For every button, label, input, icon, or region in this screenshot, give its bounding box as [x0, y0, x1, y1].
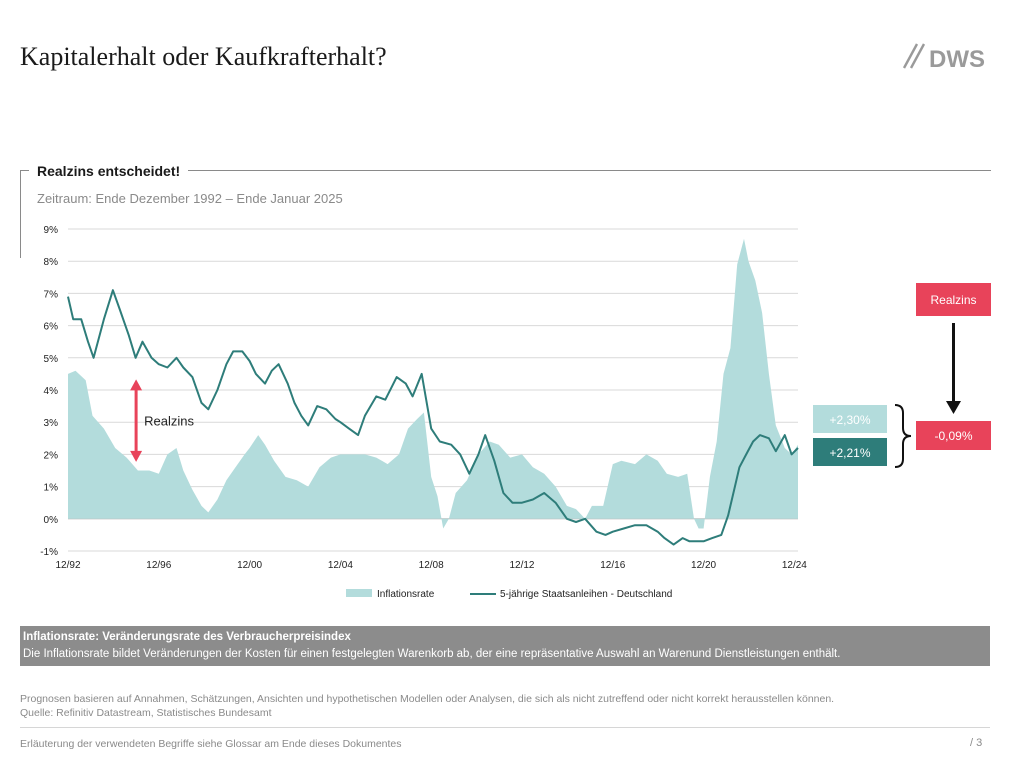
logo-text: DWS — [929, 46, 985, 72]
chart: -1% 0% 1% 2% 3% 4% 5% 6% 7% 8% 9% 12/92 12/96 12/00 12… — [40, 225, 991, 600]
brace — [894, 404, 912, 468]
y-tick-label: 1% — [44, 483, 59, 494]
legend-swatch-inflation — [346, 589, 372, 597]
inflation-value: +2,30% — [829, 413, 870, 427]
x-tick-label: 12/12 — [509, 560, 534, 571]
footer-rule — [20, 727, 990, 728]
section-title: Realzins entscheidet! — [37, 163, 181, 179]
realzins-box — [916, 283, 991, 316]
x-tick-label: 12/20 — [691, 560, 716, 571]
x-tick-label: 12/00 — [237, 560, 262, 571]
x-tick-label: 12/92 — [55, 560, 80, 571]
section-rule — [188, 170, 991, 171]
realzins-down-arrow-head — [946, 401, 961, 414]
inflation-value-box — [813, 405, 887, 433]
page-title: Kapitalerhalt oder Kaufkrafterhalt? — [20, 42, 387, 71]
y-tick-label: 6% — [44, 322, 59, 333]
realzins-result-value: -0,09% — [934, 429, 972, 443]
x-tick-label: 12/96 — [146, 560, 171, 571]
realzins-label: Realzins — [144, 414, 194, 429]
legend-label-inflation: Inflationsrate — [377, 589, 435, 600]
y-tick-label: 5% — [44, 354, 59, 365]
definition-box: Inflationsrate: Veränderungsrate des Ver… — [20, 626, 990, 666]
realzins-arrow-head-down — [130, 450, 143, 462]
x-tick-label: 12/16 — [600, 560, 625, 571]
realzins-box-label: Realzins — [930, 293, 976, 307]
y-tick-label: 7% — [44, 289, 59, 300]
y-tick-label: 2% — [44, 450, 59, 461]
y-tick-label: 0% — [44, 515, 59, 526]
page-number: / 3 — [970, 737, 983, 749]
footer-glossary: Erläuterung der verwendeten Begriffe sie… — [20, 738, 402, 750]
y-tick-label: -1% — [40, 547, 58, 558]
x-tick-label: 12/04 — [328, 560, 353, 571]
realzins-result-box — [916, 421, 991, 450]
definition-heading: Inflationsrate: Veränderungsrate des Ver… — [23, 631, 351, 643]
disclaimer: Prognosen basieren auf Annahmen, Schätzu… — [20, 692, 834, 720]
legend-label-bond: 5-jährige Staatsanleihen - Deutschland — [500, 589, 672, 600]
y-tick-label: 3% — [44, 418, 59, 429]
section-rule — [20, 170, 21, 258]
source-text: Quelle: Refinitiv Datastream, Statistisc… — [20, 707, 272, 719]
dws-logo: DWS — [902, 43, 985, 72]
bond-value: +2,21% — [829, 446, 870, 460]
disclaimer-text: Prognosen basieren auf Annahmen, Schätzu… — [20, 693, 835, 705]
series-inflation-area — [68, 238, 798, 529]
bond-value-box — [813, 438, 887, 466]
definition-text: Die Inflationsrate bildet Veränderungen … — [23, 648, 841, 660]
y-tick-label: 8% — [44, 257, 59, 268]
section-rule — [20, 170, 29, 171]
series-bond-line — [67, 289, 799, 546]
realzins-arrow-head-up — [130, 379, 143, 391]
x-tick-label: 12/08 — [419, 560, 444, 571]
period-label: Zeitraum: Ende Dezember 1992 – Ende Janu… — [37, 191, 343, 206]
y-tick-label: 9% — [44, 225, 59, 236]
y-tick-label: 4% — [44, 386, 59, 397]
x-tick-label: 12/24 — [782, 560, 807, 571]
